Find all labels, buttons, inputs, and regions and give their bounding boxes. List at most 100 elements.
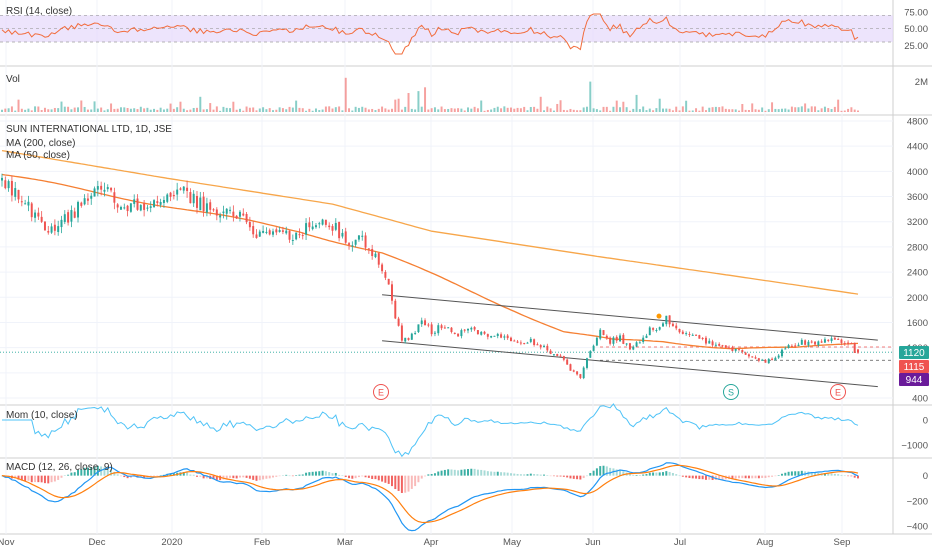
volume-bar	[153, 108, 156, 112]
candle-body	[582, 367, 585, 379]
macd-histogram-bar	[301, 474, 304, 476]
macd-histogram-bar	[704, 475, 707, 480]
price-tick-label: 2400	[907, 268, 928, 279]
price-tick-label: 2800	[907, 242, 928, 253]
rsi-label: RSI (14, close)	[6, 6, 72, 17]
macd-histogram-bar	[186, 472, 189, 476]
macd-histogram-bar	[192, 474, 195, 476]
candle-body	[348, 243, 351, 245]
candle-body	[186, 187, 189, 192]
volume-bar	[60, 101, 63, 112]
macd-histogram-bar	[576, 475, 579, 480]
macd-histogram-bar	[73, 472, 76, 476]
volume-bar	[133, 108, 136, 112]
candle-body	[83, 198, 86, 205]
macd-histogram-bar	[328, 472, 331, 476]
volume-bar	[533, 106, 536, 112]
candle-body	[668, 315, 671, 325]
volume-bar	[681, 106, 684, 112]
candle-body	[77, 202, 80, 218]
volume-bar	[741, 103, 744, 112]
volume-bar	[146, 107, 149, 112]
volume-bar	[833, 106, 836, 112]
price-axis[interactable]: 4800440040003600320028002400200016001200…	[901, 8, 928, 533]
candle-body	[47, 231, 50, 233]
volume-bar	[708, 107, 711, 112]
candle-body	[37, 212, 40, 217]
macd-histogram-bar	[771, 475, 774, 477]
macd-histogram-bar	[172, 473, 175, 476]
macd-histogram-bar	[348, 475, 351, 479]
candle-body	[586, 358, 588, 368]
macd-histogram-bar	[800, 470, 803, 476]
price-tick-label: 3600	[907, 192, 928, 203]
candle-body	[285, 230, 288, 234]
macd-histogram-bar	[222, 475, 225, 480]
candle-body	[473, 327, 476, 330]
volume-bar	[536, 108, 539, 112]
candle-body	[172, 194, 175, 197]
macd-histogram-bar	[476, 469, 479, 476]
volume-bar	[718, 107, 721, 112]
volume-bar	[751, 103, 754, 112]
macd-histogram-bar	[526, 474, 529, 476]
macd-histogram-bar	[119, 475, 122, 477]
candle-body	[20, 201, 23, 203]
candle-body	[133, 199, 136, 204]
candle-body	[222, 211, 225, 214]
price-pane: E E S SUN INTERNATIONAL LTD, 1D, JSE MA (2…	[0, 124, 893, 400]
macd-histogram-bar	[364, 475, 367, 478]
macd-pane: MACD (12, 26, close, 9)	[1, 462, 859, 532]
volume-bar	[225, 107, 228, 112]
volume-pane: Vol	[1, 74, 859, 112]
volume-bar	[794, 107, 797, 112]
volume-bar	[754, 109, 757, 112]
candle-body	[652, 328, 655, 330]
candle-body	[245, 213, 248, 223]
candle-body	[110, 187, 113, 191]
volume-bar	[186, 110, 189, 112]
candle-body	[219, 215, 222, 218]
macd-histogram-bar	[503, 472, 506, 476]
volume-bar	[500, 108, 503, 112]
candle-body	[820, 341, 823, 343]
time-tick-label: Nov	[0, 537, 15, 548]
macd-histogram-bar	[486, 471, 489, 476]
candle-body	[341, 232, 344, 237]
volume-bar	[430, 108, 433, 112]
candle-body	[708, 340, 711, 344]
candle-body	[628, 343, 631, 350]
candle-body	[43, 221, 46, 231]
candle-body	[291, 239, 294, 241]
volume-bar	[391, 108, 393, 112]
volume-bar	[364, 107, 367, 112]
candle-body	[407, 338, 410, 340]
macd-histogram-bar	[410, 475, 413, 489]
volume-bar	[804, 103, 807, 112]
volume-bar	[321, 109, 324, 112]
volume-bar	[738, 110, 741, 112]
macd-histogram-bar	[318, 471, 321, 476]
macd-histogram-bar	[592, 470, 595, 476]
volume-bar	[57, 108, 60, 112]
macd-histogram-bar	[523, 474, 526, 476]
volume-bar	[119, 107, 122, 112]
macd-histogram-bar	[96, 465, 99, 476]
time-axis[interactable]: Nov Dec 2020 Feb Mar Apr May Jun Jul Aug Sep	[0, 537, 850, 548]
candle-body	[374, 253, 377, 258]
volume-bar	[556, 103, 559, 112]
macd-histogram-bar	[671, 473, 674, 476]
macd-histogram-bar	[787, 471, 790, 476]
volume-bar	[857, 110, 859, 112]
volume-bar	[635, 94, 638, 112]
candle-body	[635, 342, 638, 347]
volume-bar	[685, 100, 688, 112]
candle-body	[615, 336, 618, 341]
volume-bar	[311, 110, 314, 112]
macd-histogram-bar	[638, 475, 641, 476]
candle-body	[837, 338, 840, 340]
macd-histogram-bar	[298, 474, 301, 476]
volume-bar	[652, 110, 655, 112]
ma200-line	[1, 149, 859, 295]
candle-body	[162, 199, 165, 203]
